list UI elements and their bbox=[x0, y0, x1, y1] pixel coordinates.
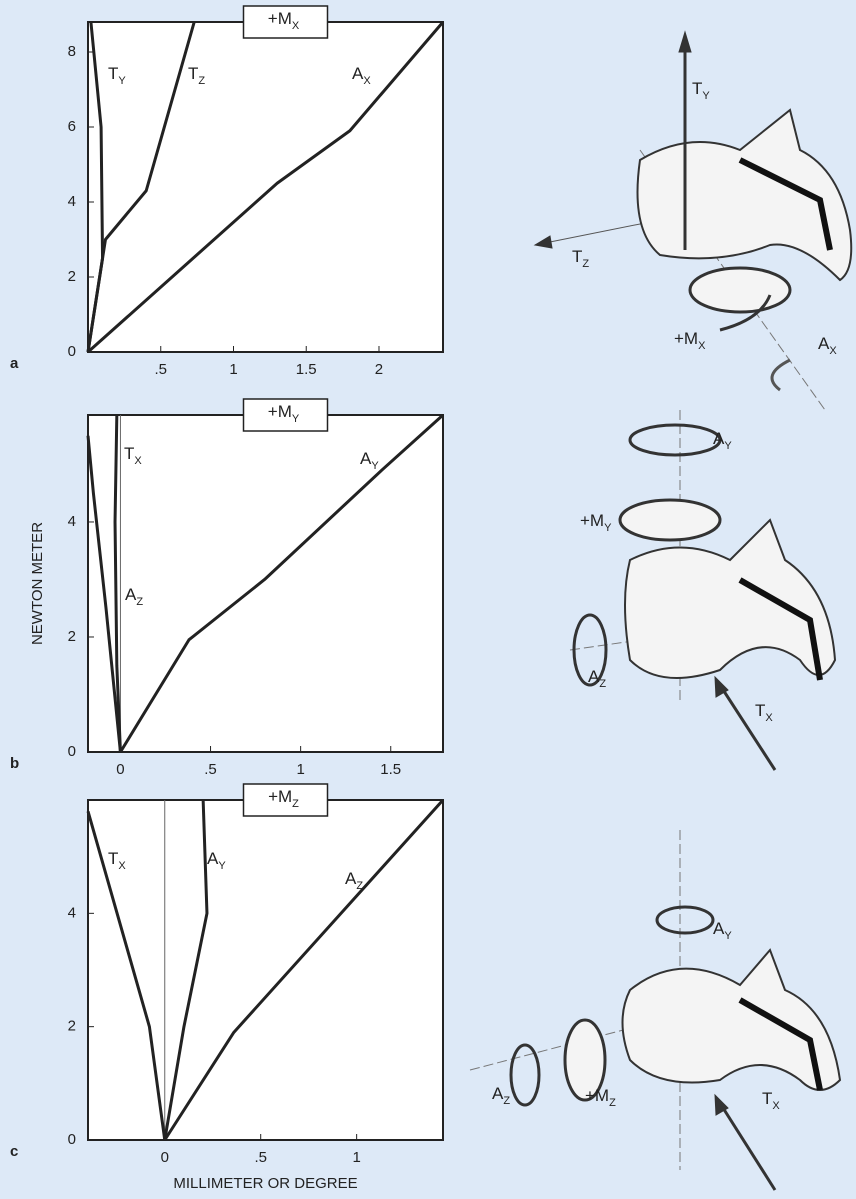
x-tick-label: 0 bbox=[161, 1149, 169, 1166]
x-tick-label: 1.5 bbox=[296, 361, 317, 378]
x-axis-label: MILLIMETER OR DEGREE bbox=[173, 1175, 357, 1192]
series-label-main: A bbox=[207, 849, 219, 868]
illustration-label-sub: X bbox=[765, 712, 773, 724]
illustration-label-sub: X bbox=[698, 340, 706, 352]
x-tick-label: 1 bbox=[229, 361, 237, 378]
illustration-label-sub: Y bbox=[604, 522, 612, 534]
panel-letter: a bbox=[10, 355, 19, 372]
y-tick-label: 6 bbox=[68, 118, 76, 135]
illustration-label-sub: Y bbox=[702, 90, 710, 102]
illustration-label-main: T bbox=[572, 247, 582, 266]
illustration-label-sub: X bbox=[772, 1100, 780, 1112]
series-label-sub: Z bbox=[198, 75, 205, 87]
chart-title-main: +M bbox=[268, 402, 292, 421]
panel-letter: b bbox=[10, 755, 19, 772]
x-tick-label: .5 bbox=[204, 761, 217, 778]
illustration-label-main: T bbox=[755, 701, 765, 720]
illustration-label-main: +M bbox=[585, 1086, 609, 1105]
y-tick-label: 0 bbox=[68, 743, 76, 760]
illustration-label-main: T bbox=[692, 79, 702, 98]
illustration-label-main: A bbox=[713, 429, 725, 448]
series-label-main: A bbox=[360, 449, 372, 468]
y-tick-label: 8 bbox=[68, 43, 76, 60]
illustration-label-sub: Z bbox=[582, 258, 589, 270]
y-tick-label: 0 bbox=[68, 343, 76, 360]
illustration-label-main: A bbox=[818, 334, 830, 353]
illustration-label-sub: X bbox=[829, 345, 837, 357]
chart-title-sub: Z bbox=[292, 798, 299, 810]
y-tick-label: 4 bbox=[68, 513, 76, 530]
x-tick-label: .5 bbox=[254, 1149, 267, 1166]
series-label-sub: X bbox=[118, 860, 126, 872]
chart-title-main: +M bbox=[268, 787, 292, 806]
series-label-main: T bbox=[124, 444, 134, 463]
y-tick-label: 0 bbox=[68, 1131, 76, 1148]
series-label-main: T bbox=[188, 64, 198, 83]
series-label-main: T bbox=[108, 64, 118, 83]
series-label-sub: X bbox=[363, 75, 371, 87]
chart-title-main: +M bbox=[268, 9, 292, 28]
x-tick-label: 1 bbox=[296, 761, 304, 778]
y-tick-label: 2 bbox=[68, 1018, 76, 1035]
series-label-sub: Z bbox=[136, 596, 143, 608]
series-label-main: A bbox=[345, 869, 357, 888]
y-axis-label: NEWTON METER bbox=[29, 522, 46, 645]
illustration-label-main: T bbox=[762, 1089, 772, 1108]
chart-title-sub: Y bbox=[292, 413, 300, 425]
x-tick-label: 1 bbox=[352, 1149, 360, 1166]
x-tick-label: 0 bbox=[116, 761, 124, 778]
illustration-label-main: A bbox=[713, 919, 725, 938]
figure: 02468.511.52TYTZAX+MXa0240.511.5TXAZAY+M… bbox=[0, 0, 856, 1199]
series-label-main: T bbox=[108, 849, 118, 868]
panel-letter: c bbox=[10, 1143, 18, 1160]
y-tick-label: 2 bbox=[68, 268, 76, 285]
series-label-sub: X bbox=[134, 455, 142, 467]
series-label-sub: Z bbox=[356, 880, 363, 892]
series-label-main: A bbox=[125, 585, 137, 604]
illustration-label-sub: Z bbox=[609, 1097, 616, 1109]
illustration-label-sub: Z bbox=[599, 678, 606, 690]
y-tick-label: 4 bbox=[68, 904, 76, 921]
illustration-label-sub: Y bbox=[724, 930, 732, 942]
chart-title-sub: X bbox=[292, 20, 300, 32]
x-tick-label: 1.5 bbox=[380, 761, 401, 778]
series-label-sub: Y bbox=[218, 860, 226, 872]
y-tick-label: 2 bbox=[68, 628, 76, 645]
series-label-sub: Y bbox=[118, 75, 126, 87]
illustration-label-sub: Y bbox=[724, 440, 732, 452]
illustration-label-sub: Z bbox=[503, 1095, 510, 1107]
illustration-label-main: A bbox=[588, 667, 600, 686]
illustration-label-main: +M bbox=[580, 511, 604, 530]
series-label-main: A bbox=[352, 64, 364, 83]
series-label-sub: Y bbox=[371, 460, 379, 472]
plot-frame bbox=[88, 800, 443, 1140]
y-tick-label: 4 bbox=[68, 193, 76, 210]
x-tick-label: .5 bbox=[154, 361, 167, 378]
x-tick-label: 2 bbox=[375, 361, 383, 378]
illustration-label-main: A bbox=[492, 1084, 504, 1103]
illustration-label-main: +M bbox=[674, 329, 698, 348]
